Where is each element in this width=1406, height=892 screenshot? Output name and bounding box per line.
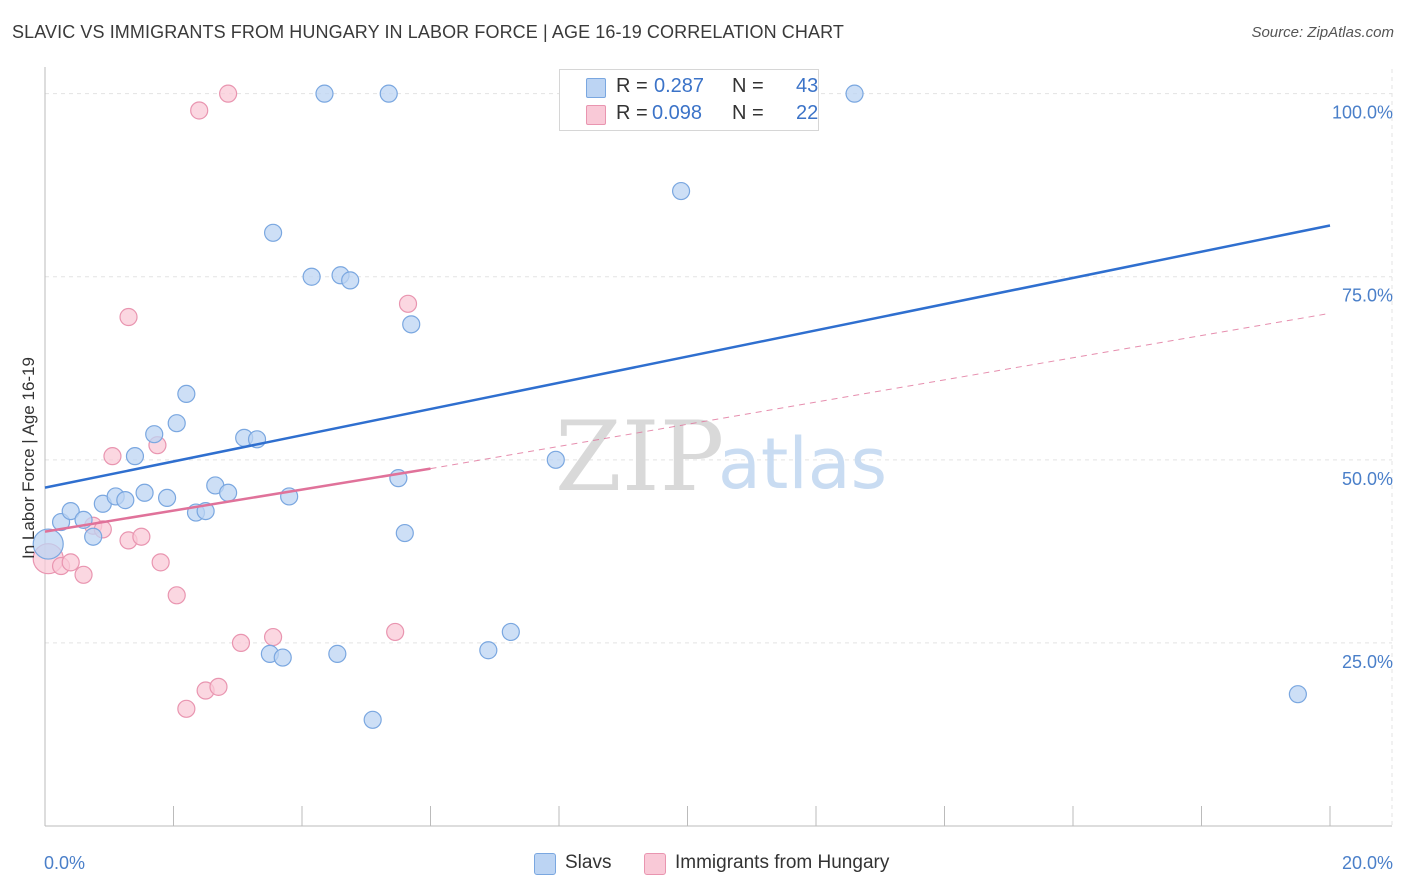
slavs-point [328,644,347,663]
chart-title: SLAVIC VS IMMIGRANTS FROM HUNGARY IN LAB… [12,22,844,42]
hungary-trend-extension [430,312,1331,470]
slavs-point [315,84,334,103]
hungary-point [190,101,209,120]
x-tick-label: 20.0% [1342,853,1393,873]
hungary-point [398,294,418,313]
slavs-point [61,501,80,521]
y-axis-label: In Labor Force | Age 16-19 [19,357,38,559]
slavs-point [402,315,421,334]
hungary-point [177,699,196,718]
slavs-point [546,450,565,469]
hungary-point [61,553,80,572]
watermark-atlas: atlas [718,423,887,505]
slavs-point [379,84,398,103]
y-tick-label: 75.0% [1342,286,1393,306]
slavs-point [363,710,382,729]
y-tick-label: 50.0% [1342,469,1393,489]
slavs-point [32,528,64,560]
legend-n-label: N = [732,102,764,124]
bottom-legend-swatch-slavs [534,853,556,875]
slavs-point [145,425,164,444]
hungary-point [103,447,122,466]
legend-r-value-hungary: 0.098 [652,102,703,124]
hungary-point [151,553,170,572]
slavs-point [116,491,135,510]
slavs-point [167,414,186,433]
slavs-point [479,641,498,660]
legend-n-label: N = [732,75,764,97]
slavs-point [845,84,864,103]
slavs-trend-line [44,224,1331,489]
x-tick-label: 0.0% [44,853,85,873]
slavs-point [157,488,177,508]
slavs-point [395,523,414,543]
legend-n-value-hungary: 22 [796,102,819,124]
hungary-point [263,627,283,647]
hungary-point [167,586,186,605]
hungary-point [386,622,405,642]
hungary-point [219,84,238,103]
slavs-point [501,622,520,642]
slavs-point [302,267,321,286]
slavs-point [135,483,154,502]
y-tick-label: 25.0% [1342,652,1393,672]
source-credit: Source: ZipAtlas.com [1251,24,1394,41]
slavs-point [341,271,360,290]
slavs-point [1288,685,1307,704]
legend-r-label: R = [616,75,648,97]
legend-n-value-slavs: 43 [796,75,819,97]
slavs-point [263,223,283,242]
hungary-point [209,677,228,696]
slavs-point [273,648,292,667]
slavs-point [84,527,103,546]
bottom-legend-swatch-hungary [644,853,666,875]
slavs-point [219,483,238,502]
hungary-point [74,565,93,584]
legend-swatch-slavs [586,78,606,98]
hungary-point [231,633,251,653]
slavs-point [177,384,196,404]
bottom-legend-label-slavs: Slavs [565,852,612,873]
legend-r-value-slavs: 0.287 [654,75,705,97]
stats-legend: R = 0.287 N = 43 R = 0.098 N = 22 [559,69,819,131]
bottom-legend-label-hungary: Immigrants from Hungary [675,852,890,873]
legend-swatch-hungary [586,105,606,125]
legend-r-label: R = [616,102,648,124]
y-tick-label: 100.0% [1332,103,1393,123]
axes [44,67,1392,827]
hungary-point [132,527,151,546]
watermark: ZIP atlas [555,401,887,513]
hungary-point [119,307,138,327]
slavs-point [125,447,145,466]
slavs-point [671,181,691,201]
watermark-zip: ZIP [555,401,724,513]
hungary-trend-line [44,467,431,533]
